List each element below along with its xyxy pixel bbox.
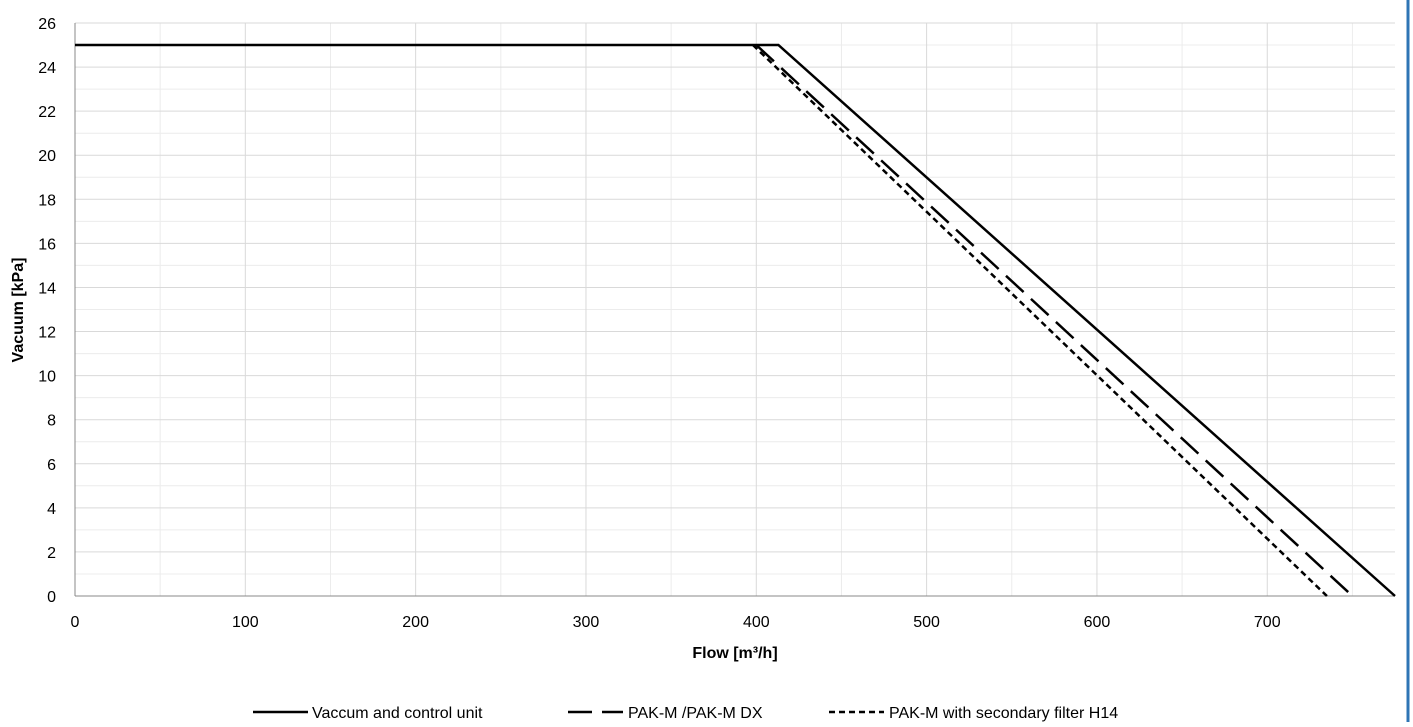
series-line-1 [75, 43, 1396, 597]
y-tick-label: 10 [38, 369, 56, 386]
legend-label-vacuum-control-unit: Vaccum and control unit [312, 705, 483, 722]
y-tick-label: 26 [38, 16, 56, 33]
x-tick-label: 600 [1084, 614, 1111, 631]
legend-item-vacuum-control-unit: Vaccum and control unit [253, 705, 483, 722]
y-tick-label: 8 [47, 413, 56, 430]
x-tick-label: 400 [743, 614, 770, 631]
axes [74, 23, 1395, 597]
legend-label-pak-m: PAK-M /PAK-M DX [628, 705, 763, 722]
y-tick-label: 18 [38, 192, 56, 209]
x-tick-label: 300 [573, 614, 600, 631]
series-layer [75, 43, 1396, 597]
y-tick-label: 22 [38, 104, 56, 121]
y-axis-title: Vacuum [kPa] [10, 258, 27, 363]
x-tick-label: 500 [913, 614, 940, 631]
x-tick-label: 700 [1254, 614, 1281, 631]
series-line-3 [752, 44, 1328, 597]
x-tick-label: 100 [232, 614, 259, 631]
y-tick-label: 20 [38, 148, 56, 165]
y-tick-label: 2 [47, 545, 56, 562]
x-tick-labels: 0 100 200 300 400 500 600 700 [71, 614, 1281, 631]
x-axis-title: Flow [m³/h] [692, 645, 777, 662]
minor-gridlines [75, 23, 1395, 596]
y-tick-label: 16 [38, 236, 56, 253]
major-gridlines [75, 22, 1395, 596]
legend: Vaccum and control unit PAK-M /PAK-M DX … [253, 705, 1118, 722]
y-tick-label: 4 [47, 501, 56, 518]
legend-label-pak-m-h14: PAK-M with secondary filter H14 [889, 705, 1118, 722]
y-tick-label: 14 [38, 280, 56, 297]
legend-item-pak-m: PAK-M /PAK-M DX [568, 705, 763, 722]
y-tick-label: 6 [47, 457, 56, 474]
y-tick-label: 0 [47, 589, 56, 606]
x-tick-label: 200 [402, 614, 429, 631]
legend-item-pak-m-h14: PAK-M with secondary filter H14 [829, 705, 1118, 722]
x-tick-label: 0 [71, 614, 80, 631]
y-tick-label: 12 [38, 325, 56, 342]
y-tick-label: 24 [38, 60, 56, 77]
